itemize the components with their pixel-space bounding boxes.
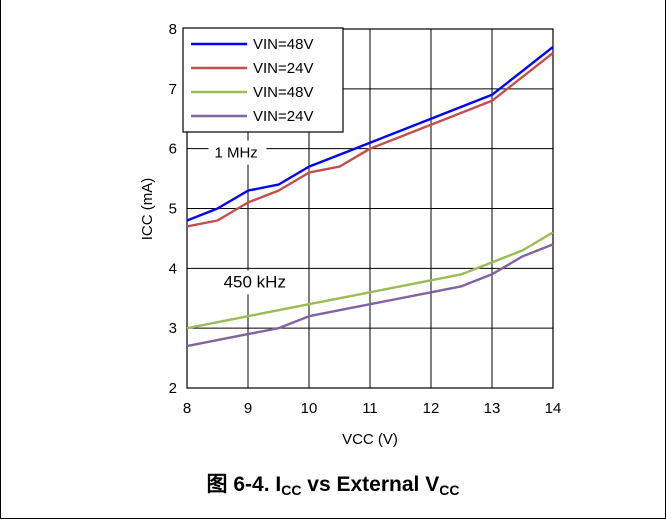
y-axis-label: ICC (mA) [139, 178, 156, 241]
annotation-background [208, 140, 267, 165]
annotation-text: 1 MHz [214, 145, 257, 162]
legend-entry-4: VIN=24V [191, 108, 313, 125]
annotation-1: 1 MHz [208, 140, 267, 165]
x-tick-label: 12 [423, 400, 440, 417]
legend-entry-3: VIN=48V [191, 84, 313, 101]
legend-label: VIN=24V [253, 108, 313, 125]
series-line-1 [186, 45, 554, 222]
y-tick-label: 7 [169, 81, 177, 98]
series-line-4 [186, 243, 554, 348]
legend-label: VIN=48V [253, 84, 313, 101]
series-line-3 [186, 231, 554, 330]
series-lines [186, 45, 554, 348]
legend-box [182, 27, 344, 133]
annotations: 1 MHz 450 kHz [208, 140, 294, 295]
legend-entry-1: VIN=48V [191, 36, 313, 53]
annotation-2: 450 kHz [217, 270, 294, 295]
legend-label: VIN=48V [253, 36, 313, 53]
x-tick-label: 14 [545, 400, 562, 417]
caption-prefix: 图 6-4. I [206, 473, 282, 496]
y-tick-label: 4 [169, 260, 177, 277]
y-tick-label: 3 [169, 320, 177, 337]
series-line-2 [186, 51, 554, 228]
figure-caption: 图 6-4. ICC vs External VCC [0, 468, 666, 498]
icc-vs-vcc-chart: 1 MHz 450 kHz VIN=48V VIN=24V VIN=48V VIN=24… [139, 21, 562, 448]
y-tick-label: 5 [169, 201, 177, 218]
legend-label: VIN=24V [253, 60, 313, 77]
annotation-text: 450 kHz [224, 272, 286, 291]
y-tick-label: 2 [169, 380, 177, 397]
x-tick-label: 8 [183, 400, 191, 417]
caption-subscript-1: CC [281, 482, 302, 498]
x-axis-label: VCC (V) [342, 431, 398, 448]
x-tick-label: 11 [362, 400, 378, 417]
plot-border [186, 28, 554, 389]
legend: VIN=48V VIN=24V VIN=48V VIN=24V [182, 27, 344, 133]
y-tick-label: 8 [169, 21, 177, 38]
annotation-background [217, 270, 294, 295]
x-tick-label: 9 [244, 400, 252, 417]
y-tick-label: 6 [169, 141, 177, 158]
caption-subscript-2: CC [439, 482, 460, 498]
x-tick-label: 10 [301, 400, 318, 417]
legend-entry-2: VIN=24V [191, 60, 313, 77]
x-tick-label: 13 [484, 400, 501, 417]
caption-middle: vs External V [301, 473, 440, 496]
tick-labels: 8 9 10 11 12 13 14 2 3 4 5 6 7 8 [169, 21, 562, 417]
